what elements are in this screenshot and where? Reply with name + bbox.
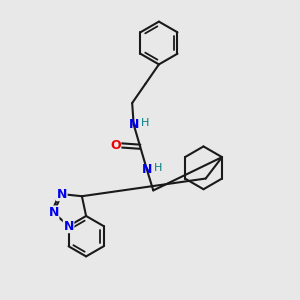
Text: N: N <box>57 188 67 201</box>
Text: N: N <box>142 163 152 176</box>
Text: O: O <box>110 139 121 152</box>
Text: N: N <box>128 118 139 131</box>
Text: H: H <box>154 163 162 173</box>
Text: N: N <box>63 220 74 232</box>
Text: H: H <box>141 118 149 128</box>
Text: N: N <box>48 206 59 219</box>
